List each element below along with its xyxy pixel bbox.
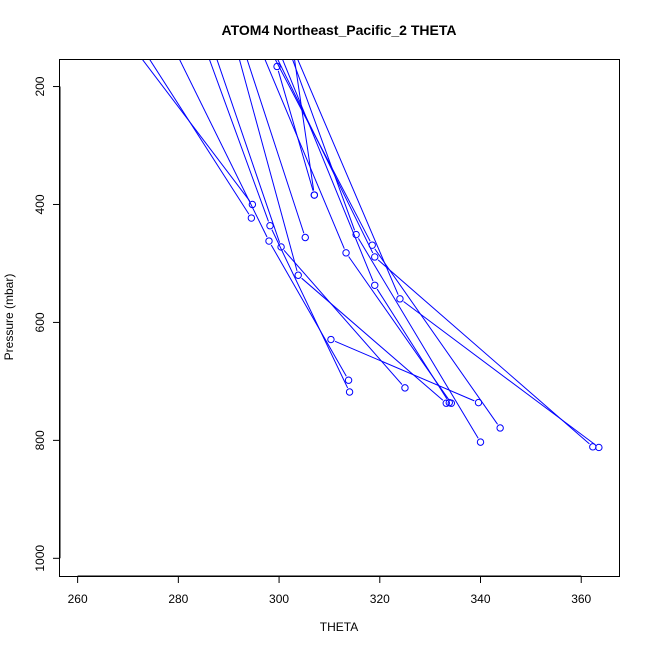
y-axis: 200 400 600 800 1000 <box>33 76 61 572</box>
data-point <box>265 237 273 245</box>
series-line-segment <box>216 60 281 243</box>
data-point <box>445 398 453 407</box>
series-line-segment <box>403 301 596 446</box>
x-tick-label: 320 <box>370 592 390 606</box>
series-line-segment <box>277 70 314 191</box>
y-tick-label: 400 <box>33 194 47 214</box>
plot-frame <box>59 59 620 577</box>
series-16 <box>327 335 483 407</box>
series-line-segment <box>239 60 298 272</box>
data-point <box>595 443 603 452</box>
series-line-segment <box>264 60 345 249</box>
data-point <box>273 62 281 71</box>
data-point <box>247 214 256 222</box>
data-point <box>310 191 319 199</box>
x-axis: 260 280 300 320 340 360 <box>68 575 592 606</box>
data-point <box>344 376 353 384</box>
series-line-segment <box>334 340 475 402</box>
series-line-segment <box>376 288 448 400</box>
data-point <box>266 222 274 230</box>
series-line-segment <box>142 60 251 202</box>
data-point <box>496 424 504 432</box>
data-point <box>371 281 379 289</box>
x-tick-label: 360 <box>571 592 591 606</box>
data-point <box>352 230 360 239</box>
y-tick-label: 1000 <box>33 545 47 572</box>
series-13 <box>297 60 603 452</box>
x-axis-label: THETA <box>320 620 358 634</box>
y-tick-label: 200 <box>33 76 47 96</box>
series-7 <box>246 60 309 242</box>
data-point <box>401 384 409 392</box>
data-point <box>396 295 404 303</box>
series-line-segment <box>149 60 250 215</box>
series-line-segment <box>179 60 268 238</box>
series-9 <box>292 60 485 446</box>
series-line-segment <box>283 249 403 385</box>
series-12 <box>282 60 453 407</box>
series-5 <box>216 60 409 392</box>
y-tick-label: 600 <box>33 312 47 332</box>
data-point <box>277 243 285 251</box>
data-point <box>342 249 350 257</box>
series-10 <box>275 60 504 432</box>
series-line-segment <box>297 60 399 295</box>
x-tick-label: 340 <box>470 592 490 606</box>
series-line-segment <box>301 277 444 401</box>
chart-title: ATOM4 Northeast_Pacific_2 THETA <box>222 22 457 38</box>
x-tick-label: 260 <box>68 592 88 606</box>
series-line-segment <box>377 259 590 445</box>
series-line-segment <box>277 60 374 254</box>
series-11 <box>277 60 597 451</box>
data-point <box>474 398 483 407</box>
series-line-segment <box>374 248 498 425</box>
data-point <box>442 399 450 407</box>
series-2 <box>149 60 256 222</box>
series-line-segment <box>294 60 315 191</box>
y-axis-label: Pressure (mbar) <box>2 274 16 361</box>
series-6 <box>239 60 450 407</box>
series-line-segment <box>246 60 305 234</box>
series-15 <box>273 62 319 199</box>
series-line-segment <box>270 244 347 377</box>
x-tick-label: 300 <box>269 592 289 606</box>
data-point <box>345 388 354 396</box>
series-1 <box>142 60 257 209</box>
series-line-segment <box>292 60 356 231</box>
series-line-segment <box>358 238 479 439</box>
series-line-segment <box>209 60 269 222</box>
data-point <box>476 438 485 446</box>
series-8 <box>264 60 455 407</box>
y-tick-label: 800 <box>33 430 47 450</box>
data-point <box>371 253 379 261</box>
series-3 <box>179 60 353 384</box>
series-4 <box>209 60 354 396</box>
x-tick-label: 280 <box>168 592 188 606</box>
series-line-segment <box>282 60 374 282</box>
data-point <box>327 335 335 344</box>
data-point <box>301 233 309 242</box>
data-point <box>294 271 302 279</box>
series-line-segment <box>271 229 349 389</box>
plot-area <box>142 60 603 452</box>
